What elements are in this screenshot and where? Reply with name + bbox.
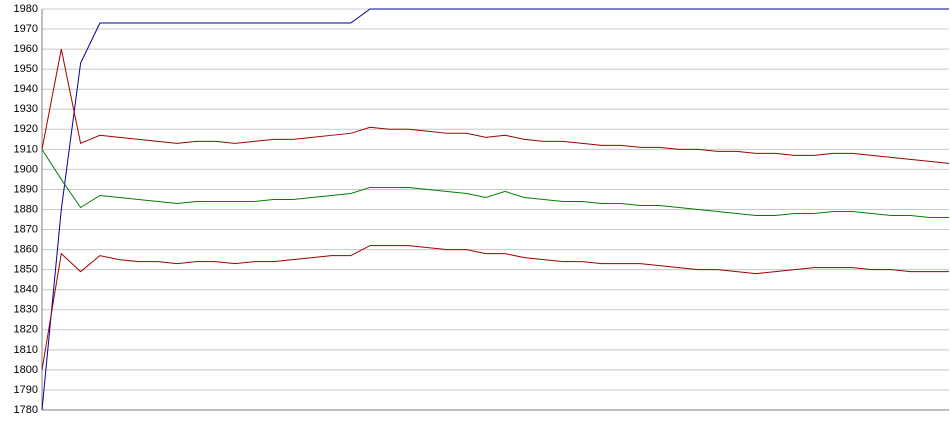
y-tick-label: 1790: [14, 384, 38, 396]
y-tick-label: 1900: [14, 163, 38, 175]
series-line: [41, 48, 950, 164]
y-tick-label: 1980: [14, 3, 38, 15]
y-tick-label: 1800: [14, 364, 38, 376]
y-tick-label: 1830: [14, 304, 38, 316]
y-tick-label: 1950: [14, 63, 38, 75]
y-tick-label: 1910: [14, 143, 38, 155]
series-line: [41, 8, 949, 411]
y-tick-label: 1930: [14, 103, 38, 115]
series-line: [41, 245, 949, 370]
y-tick-label: 1970: [14, 23, 38, 35]
y-tick-label: 1880: [14, 203, 38, 215]
y-tick-label: 1850: [14, 264, 38, 276]
y-tick-label: 1810: [14, 344, 38, 356]
y-tick-label: 1960: [14, 43, 38, 55]
y-tick-label: 1840: [14, 284, 38, 296]
y-tick-label: 1920: [14, 123, 38, 135]
y-tick-label: 1860: [14, 244, 38, 256]
y-tick-label: 1890: [14, 183, 38, 195]
series-line: [41, 149, 949, 219]
y-tick-label: 1820: [14, 324, 38, 336]
y-tick-label: 1870: [14, 223, 38, 235]
y-tick-label: 1780: [14, 404, 38, 416]
y-tick-label: 1940: [14, 83, 38, 95]
